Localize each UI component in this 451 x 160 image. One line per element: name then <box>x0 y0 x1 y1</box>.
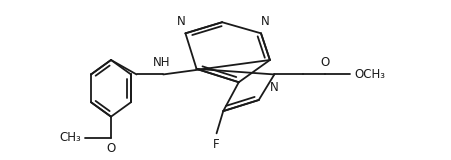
Text: N: N <box>269 81 278 94</box>
Text: OCH₃: OCH₃ <box>354 68 385 81</box>
Text: NH: NH <box>153 56 170 69</box>
Text: F: F <box>213 138 219 151</box>
Text: N: N <box>261 15 269 28</box>
Text: N: N <box>176 15 185 28</box>
Text: O: O <box>320 56 329 69</box>
Text: O: O <box>106 142 115 155</box>
Text: CH₃: CH₃ <box>59 131 81 144</box>
